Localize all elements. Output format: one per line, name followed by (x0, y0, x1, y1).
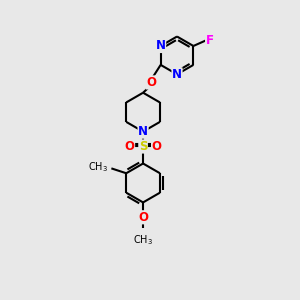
Text: F: F (206, 34, 214, 47)
Text: N: N (172, 68, 182, 81)
Text: O: O (146, 76, 156, 89)
Text: N: N (138, 125, 148, 138)
Text: O: O (124, 140, 135, 153)
Text: O: O (152, 140, 162, 153)
Text: CH$_3$: CH$_3$ (133, 233, 153, 247)
Text: S: S (139, 140, 147, 153)
Text: N: N (156, 40, 166, 52)
Text: O: O (138, 211, 148, 224)
Text: CH$_3$: CH$_3$ (88, 160, 108, 174)
